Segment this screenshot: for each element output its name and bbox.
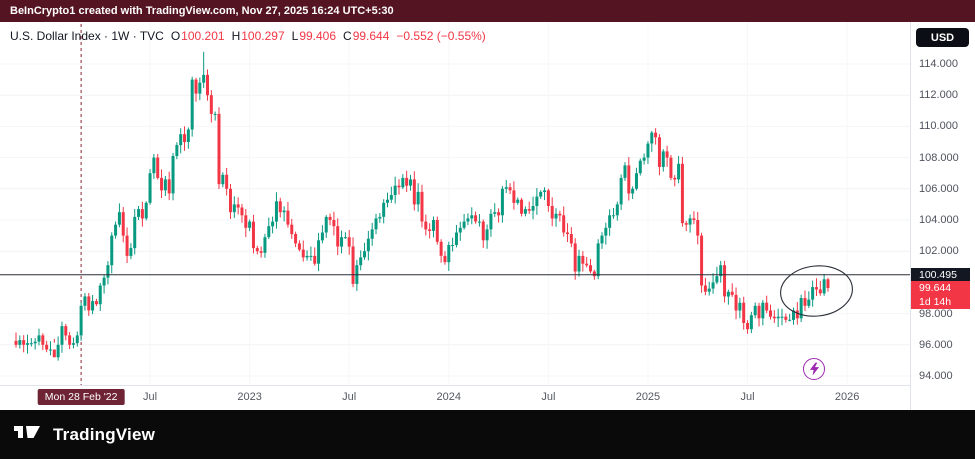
time-axis-label: 2024 (436, 391, 462, 403)
time-axis-label: Jul (342, 391, 357, 403)
chart-legend: U.S. Dollar Index · 1W · TVC O100.201 H1… (10, 29, 486, 43)
price-tick-label: 104.000 (919, 214, 959, 226)
ohlc-close: C99.644 (343, 29, 390, 43)
lightning-bolt-icon (809, 362, 819, 376)
price-tick-label: 94.000 (919, 370, 953, 382)
ohlc-high: H100.297 (231, 29, 285, 43)
price-tick-label: 102.000 (919, 245, 959, 258)
time-axis-label: 2023 (237, 391, 262, 403)
attribution-bar: BeInCrypto1 created with TradingView.com… (0, 0, 975, 22)
change-value: −0.552 (−0.55%) (396, 29, 486, 43)
ellipse-annotation[interactable] (778, 262, 855, 319)
price-tick-label: 96.000 (919, 338, 953, 351)
chart-area[interactable]: U.S. Dollar Index · 1W · TVC O100.201 H1… (0, 22, 975, 410)
time-axis[interactable]: Mon 28 Feb '22 Jul 2023 Jul 2024 Jul 2025 Jul 20… (0, 385, 975, 411)
ohlc-low: L99.406 (291, 29, 337, 43)
bar-countdown-label: 1d 14h (911, 294, 970, 309)
attribution-text: BeInCrypto1 created with TradingView.com… (10, 5, 394, 17)
price-tick-label: 98.000 (919, 307, 953, 320)
currency-toggle-button[interactable]: USD (916, 28, 969, 47)
price-tick-label: 114.000 (919, 58, 958, 70)
time-axis-label: Jul (541, 391, 556, 403)
price-tick-label: 110.000 (919, 120, 958, 133)
brand-name[interactable]: TradingView (53, 424, 156, 444)
price-line-label: 100.495 (911, 267, 970, 282)
symbol-title[interactable]: U.S. Dollar Index · 1W · TVC (10, 29, 164, 43)
vline-date-label: Mon 28 Feb '22 (37, 389, 125, 405)
time-axis-label: Jul (740, 391, 755, 403)
time-axis-label: Jul (143, 391, 158, 403)
price-tick-label: 106.000 (919, 182, 959, 195)
time-axis-label: 2025 (635, 391, 661, 403)
price-axis[interactable]: USD 114.000 112.000 110.000 108.000 106.000 1… (910, 22, 975, 410)
time-axis-label: 2026 (834, 391, 860, 403)
footer-bar: TradingView (0, 410, 975, 459)
flash-marker-icon[interactable] (803, 358, 825, 380)
last-price-label: 99.644 (911, 280, 970, 295)
ohlc-open: O100.201 (170, 29, 225, 43)
price-tick-label: 108.000 (919, 151, 959, 164)
price-tick-label: 112.000 (919, 89, 958, 102)
candlestick-chart[interactable] (0, 22, 910, 385)
tradingview-logo-icon[interactable] (14, 422, 44, 447)
candles (14, 51, 830, 361)
